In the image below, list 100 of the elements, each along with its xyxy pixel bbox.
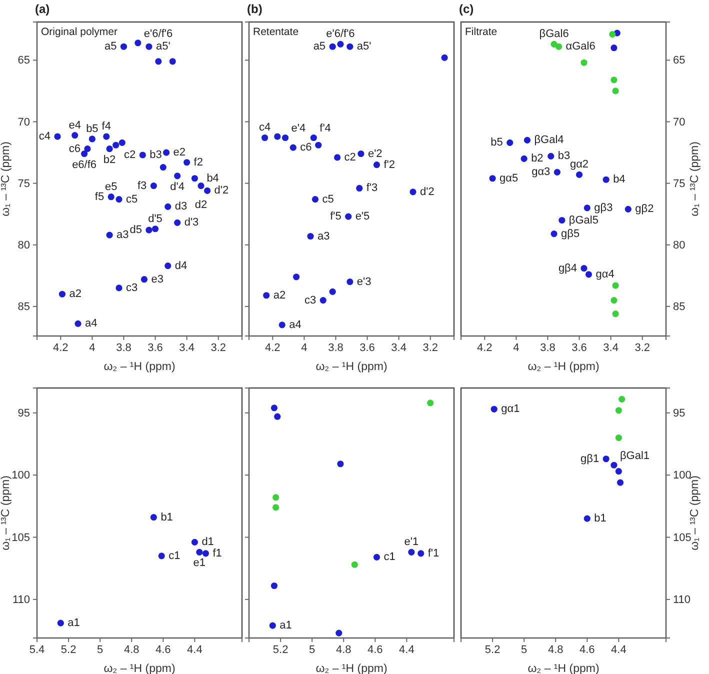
point [580,264,588,272]
point [263,292,270,299]
annotation: e'1 [404,536,419,548]
point [310,134,317,142]
x-tick-label: 4.6 [156,644,171,656]
annotation: a3 [318,230,330,242]
point [351,561,358,568]
annotation: c5 [322,193,334,206]
point [320,296,326,304]
point [116,284,122,292]
annotation: c6 [300,142,312,154]
x-tick-label: 4.4 [399,644,414,656]
annotation: f'2 [384,158,396,171]
annotation: a5' [356,40,372,53]
point [164,262,172,270]
annotation: b1 [594,512,606,525]
x-tick-label: 3.2 [422,342,438,354]
point [164,203,172,210]
point [204,187,211,194]
point [72,132,78,139]
point [345,213,352,220]
point [408,548,415,556]
annotation: b5 [490,136,503,149]
x-tick-label: 5 [521,644,528,656]
x-tick-label: 3.4 [603,342,618,354]
x-tick-label: 3.6 [572,342,587,354]
point [103,133,110,140]
point [174,219,181,226]
annotation: e'6/f'6 [326,28,355,40]
annotation: c1 [384,551,396,564]
y-tick-label: 105 [673,532,692,544]
point [337,460,344,468]
annotation: d'2 [214,184,229,197]
annotation: c1 [168,550,180,562]
point [609,31,616,38]
annotation: c6 [68,142,80,155]
point [196,548,203,556]
point [612,310,619,318]
point [610,44,618,52]
annotation: c2 [124,148,136,161]
annotation: b4 [613,174,626,186]
point [329,288,336,295]
point [139,152,146,158]
annotation: gβ5 [561,228,580,240]
x-tick-label: 5.4 [29,644,45,656]
point [307,232,314,240]
point [520,155,528,162]
x-tick-label: 3.6 [148,342,163,354]
point [54,133,61,140]
annotation: gα4 [596,268,614,280]
point [106,232,113,238]
point [108,194,114,200]
x-tick-label: 4 [89,342,96,354]
annotation: d'5 [148,212,162,225]
point [602,176,610,183]
point [356,184,363,192]
point [555,43,562,50]
x-tick-label: 5 [309,644,316,656]
x-tick-label: 4.2 [53,342,68,354]
x-tick-label: 3.8 [116,342,132,354]
point [489,175,496,182]
annotation: c4 [38,130,50,143]
point [329,43,336,50]
x-tick-label: 3.6 [360,342,375,354]
point [346,43,354,50]
point [163,149,170,156]
point [269,622,276,629]
chart-subtitle: Filtrate [465,26,498,38]
chart-title: (c) [459,2,474,16]
point [191,175,198,182]
point [198,182,204,190]
point [358,150,364,158]
annotation: e3 [151,273,164,286]
annotation: βGal6 [539,28,569,40]
annotation: a4 [85,318,98,330]
x-tick-label: 4.8 [124,644,140,656]
point [134,40,142,46]
point [441,54,448,62]
x-tick-label: 4.4 [611,644,626,656]
x-tick-label: 4.2 [265,342,280,354]
annotation: d'4 [170,180,185,193]
y-tick-label: 70 [673,116,686,128]
point [346,278,354,286]
point [158,552,165,560]
annotation: f'5 [330,210,342,223]
y-tick-label: 95 [673,407,686,420]
annotation: b1 [160,511,173,524]
x-axis-title: ω₂ – ¹H (ppm) [528,361,600,373]
point [282,134,289,142]
point [140,276,148,283]
point [418,550,424,557]
point [184,159,190,166]
annotation: f5 [94,190,104,203]
x-tick-label: 5 [97,644,104,656]
point [373,554,380,560]
point [554,168,560,176]
point [334,154,341,161]
x-tick-label: 3.8 [540,342,556,354]
y-tick-label: 85 [673,300,686,313]
annotation: e2 [173,146,186,159]
